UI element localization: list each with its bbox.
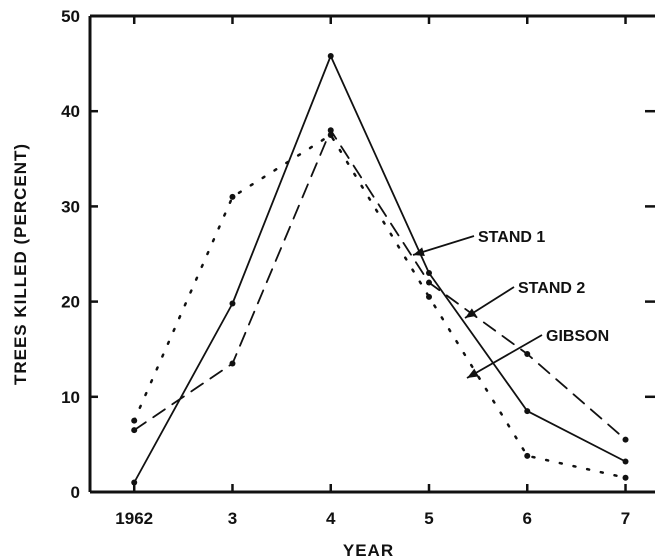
y-axis: 0 10 20 30 40 50 — [61, 7, 655, 502]
x-tick-label: 5 — [424, 509, 433, 528]
x-tick-label: 7 — [621, 509, 630, 528]
x-tick-label: 3 — [228, 509, 237, 528]
data-point-gibson — [229, 193, 236, 200]
x-tick-label: 1962 — [115, 509, 153, 528]
data-point-stand-2 — [426, 279, 432, 286]
y-tick-label: 50 — [61, 7, 80, 26]
x-axis: 1962 3 4 5 6 7 — [115, 16, 630, 528]
leader-line-gibson — [466, 334, 543, 379]
data-point-gibson — [622, 474, 629, 481]
series-line-stand-2 — [133, 129, 627, 441]
series-label-stand-1: STAND 1 — [478, 229, 545, 246]
y-axis-title: TREES KILLED (PERCENT) — [11, 143, 30, 385]
data-point-stand-1 — [131, 479, 138, 486]
data-point-stand-1 — [426, 270, 432, 277]
x-tick-label: 4 — [326, 509, 336, 528]
data-point-stand-2 — [229, 360, 236, 367]
series-layer — [131, 52, 629, 486]
leader-arrowhead-stand-1 — [413, 247, 425, 257]
data-point-stand-2 — [622, 436, 629, 443]
plot-frame — [88, 14, 655, 494]
y-tick-label: 20 — [61, 293, 80, 312]
series-labels: STAND 1 STAND 2 GIBSON — [412, 229, 609, 379]
data-point-gibson — [426, 293, 432, 300]
data-point-gibson — [327, 132, 334, 138]
data-point-gibson — [524, 452, 531, 459]
leader-arrowhead-gibson — [467, 368, 479, 378]
data-point-stand-2 — [327, 127, 334, 134]
data-point-stand-1 — [622, 458, 629, 465]
series-line-stand-1 — [133, 55, 627, 484]
x-axis-title: YEAR — [343, 541, 394, 560]
y-tick-label: 0 — [71, 483, 80, 502]
series-line-gibson — [132, 133, 627, 479]
data-point-stand-1 — [229, 300, 236, 307]
x-tick-label: 6 — [523, 509, 532, 528]
data-point-stand-2 — [524, 350, 531, 357]
y-tick-label: 40 — [61, 102, 80, 121]
data-point-stand-2 — [131, 427, 138, 434]
data-point-stand-1 — [327, 52, 334, 59]
data-point-stand-1 — [524, 408, 531, 415]
y-tick-label: 30 — [61, 197, 80, 216]
leader-arrowhead-stand-2 — [465, 308, 477, 318]
data-point-gibson — [131, 417, 138, 424]
series-label-stand-2: STAND 2 — [518, 280, 585, 297]
series-label-gibson: GIBSON — [546, 328, 609, 345]
y-tick-label: 10 — [61, 388, 80, 407]
